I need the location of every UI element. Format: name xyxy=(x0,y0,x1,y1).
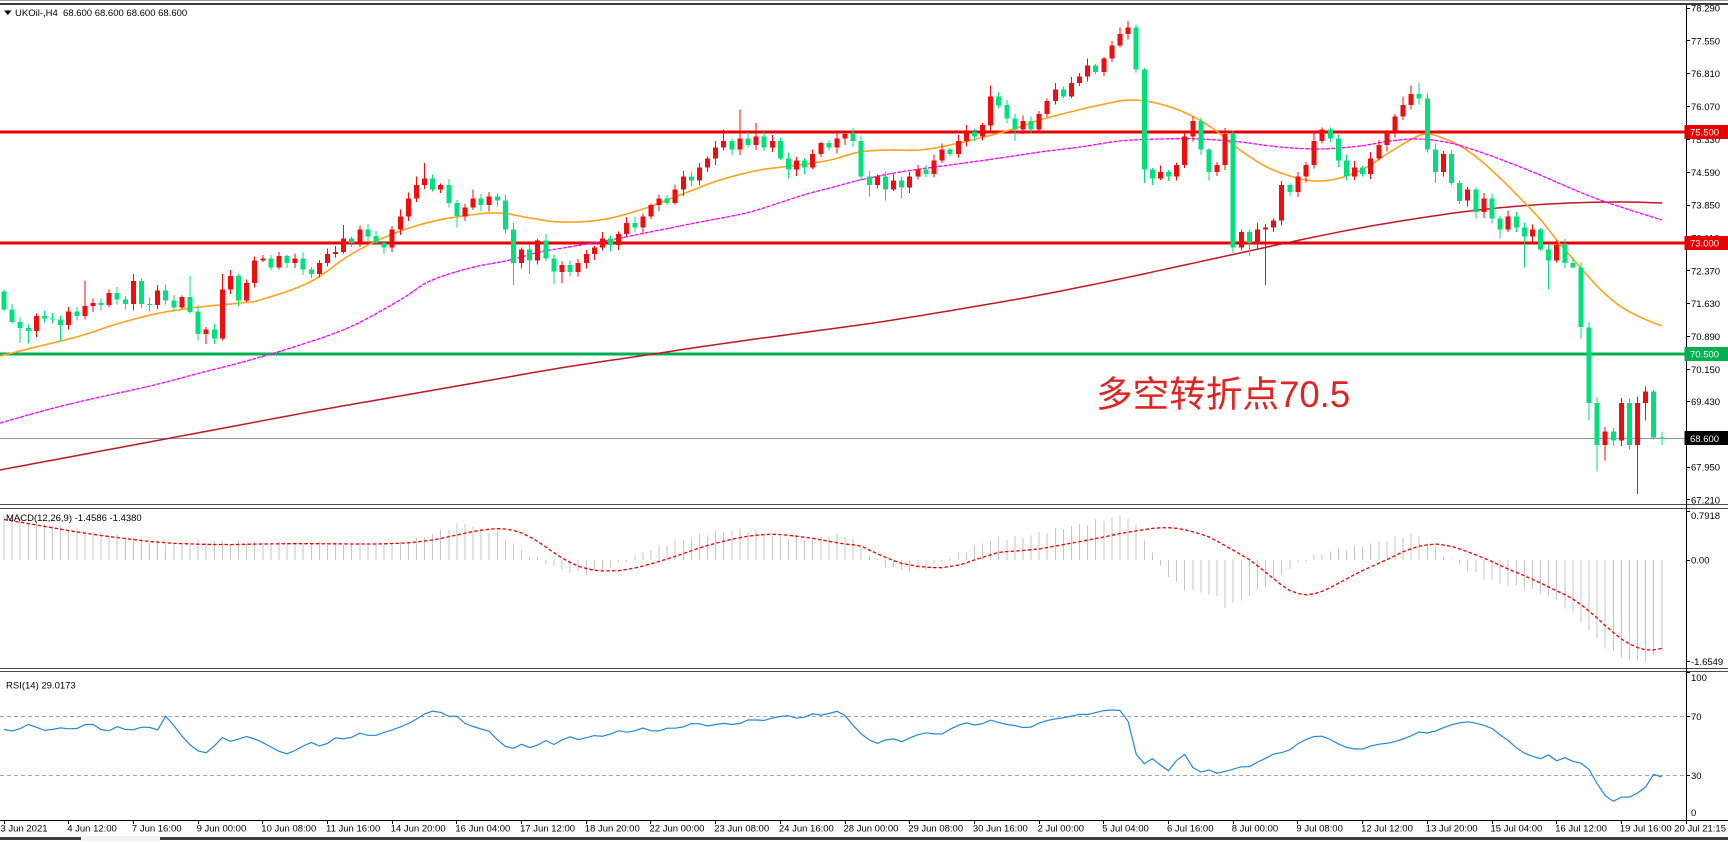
svg-text:6 Jul 16:00: 6 Jul 16:00 xyxy=(1167,824,1213,835)
svg-text:19 Jul 16:00: 19 Jul 16:00 xyxy=(1620,824,1672,835)
svg-text:14 Jun 20:00: 14 Jun 20:00 xyxy=(391,824,446,835)
svg-text:16 Jul 12:00: 16 Jul 12:00 xyxy=(1555,824,1607,835)
svg-text:22 Jun 00:00: 22 Jun 00:00 xyxy=(650,824,705,835)
svg-text:10 Jun 08:00: 10 Jun 08:00 xyxy=(261,824,316,835)
svg-text:8 Jul 00:00: 8 Jul 00:00 xyxy=(1232,824,1278,835)
svg-text:73.850: 73.850 xyxy=(1691,201,1720,212)
svg-text:78.290: 78.290 xyxy=(1691,4,1720,15)
svg-text:11 Jun 16:00: 11 Jun 16:00 xyxy=(326,824,380,835)
svg-text:30: 30 xyxy=(1691,771,1702,782)
svg-text:UKOil-,H4 68.600 68.600 68.60: UKOil-,H4 68.600 68.600 68.600 68.600 xyxy=(15,8,187,19)
svg-text:28 Jun 00:00: 28 Jun 00:00 xyxy=(844,824,899,835)
svg-text:5 Jul 04:00: 5 Jul 04:00 xyxy=(1102,824,1148,835)
svg-text:17 Jun 12:00: 17 Jun 12:00 xyxy=(520,824,575,835)
svg-text:2 Jul 00:00: 2 Jul 00:00 xyxy=(1038,824,1084,835)
svg-text:23 Jun 08:00: 23 Jun 08:00 xyxy=(714,824,769,835)
svg-text:3 Jun 2021: 3 Jun 2021 xyxy=(1,824,48,835)
svg-text:70: 70 xyxy=(1691,712,1702,723)
svg-text:MACD(12,26,9) -1.4586 -1.4380: MACD(12,26,9) -1.4586 -1.4380 xyxy=(6,513,142,524)
svg-text:9 Jun 00:00: 9 Jun 00:00 xyxy=(197,824,247,835)
svg-text:71.630: 71.630 xyxy=(1691,299,1720,310)
svg-text:73.000: 73.000 xyxy=(1690,238,1719,249)
svg-text:RSI(14) 29.0173: RSI(14) 29.0173 xyxy=(6,681,76,692)
svg-text:0.00: 0.00 xyxy=(1691,556,1710,567)
svg-text:72.370: 72.370 xyxy=(1691,266,1720,277)
svg-text:76.070: 76.070 xyxy=(1691,102,1720,113)
svg-text:67.950: 67.950 xyxy=(1691,463,1720,474)
svg-text:9 Jul 08:00: 9 Jul 08:00 xyxy=(1296,824,1342,835)
svg-text:70.890: 70.890 xyxy=(1691,332,1720,343)
svg-text:77.550: 77.550 xyxy=(1691,36,1720,47)
svg-text:29 Jun 08:00: 29 Jun 08:00 xyxy=(908,824,963,835)
svg-text:12 Jul 12:00: 12 Jul 12:00 xyxy=(1361,824,1413,835)
svg-text:75.330: 75.330 xyxy=(1691,135,1720,146)
svg-text:75.500: 75.500 xyxy=(1690,127,1719,138)
svg-text:13 Jul 20:00: 13 Jul 20:00 xyxy=(1426,824,1478,835)
svg-text:-1.6549: -1.6549 xyxy=(1691,657,1723,668)
svg-text:69.430: 69.430 xyxy=(1691,397,1720,408)
svg-text:0: 0 xyxy=(1691,808,1696,819)
svg-text:20 Jul 21:15: 20 Jul 21:15 xyxy=(1674,824,1726,835)
svg-text:67.210: 67.210 xyxy=(1691,496,1720,507)
svg-text:18 Jun 20:00: 18 Jun 20:00 xyxy=(585,824,640,835)
svg-text:24 Jun 16:00: 24 Jun 16:00 xyxy=(779,824,834,835)
svg-text:100: 100 xyxy=(1691,673,1707,684)
svg-text:7 Jun 16:00: 7 Jun 16:00 xyxy=(132,824,182,835)
svg-text:70.500: 70.500 xyxy=(1690,349,1719,360)
svg-text:30 Jun 16:00: 30 Jun 16:00 xyxy=(973,824,1028,835)
svg-text:0.7918: 0.7918 xyxy=(1691,511,1720,522)
svg-text:74.590: 74.590 xyxy=(1691,168,1720,179)
svg-text:70.5: 70.5 xyxy=(1279,374,1350,415)
svg-text:68.600: 68.600 xyxy=(1690,434,1719,445)
svg-text:4 Jun 12:00: 4 Jun 12:00 xyxy=(67,824,117,835)
svg-text:76.810: 76.810 xyxy=(1691,69,1720,80)
svg-text:70.150: 70.150 xyxy=(1691,365,1720,376)
svg-text:15 Jul 04:00: 15 Jul 04:00 xyxy=(1491,824,1543,835)
svg-text:16 Jun 04:00: 16 Jun 04:00 xyxy=(455,824,510,835)
